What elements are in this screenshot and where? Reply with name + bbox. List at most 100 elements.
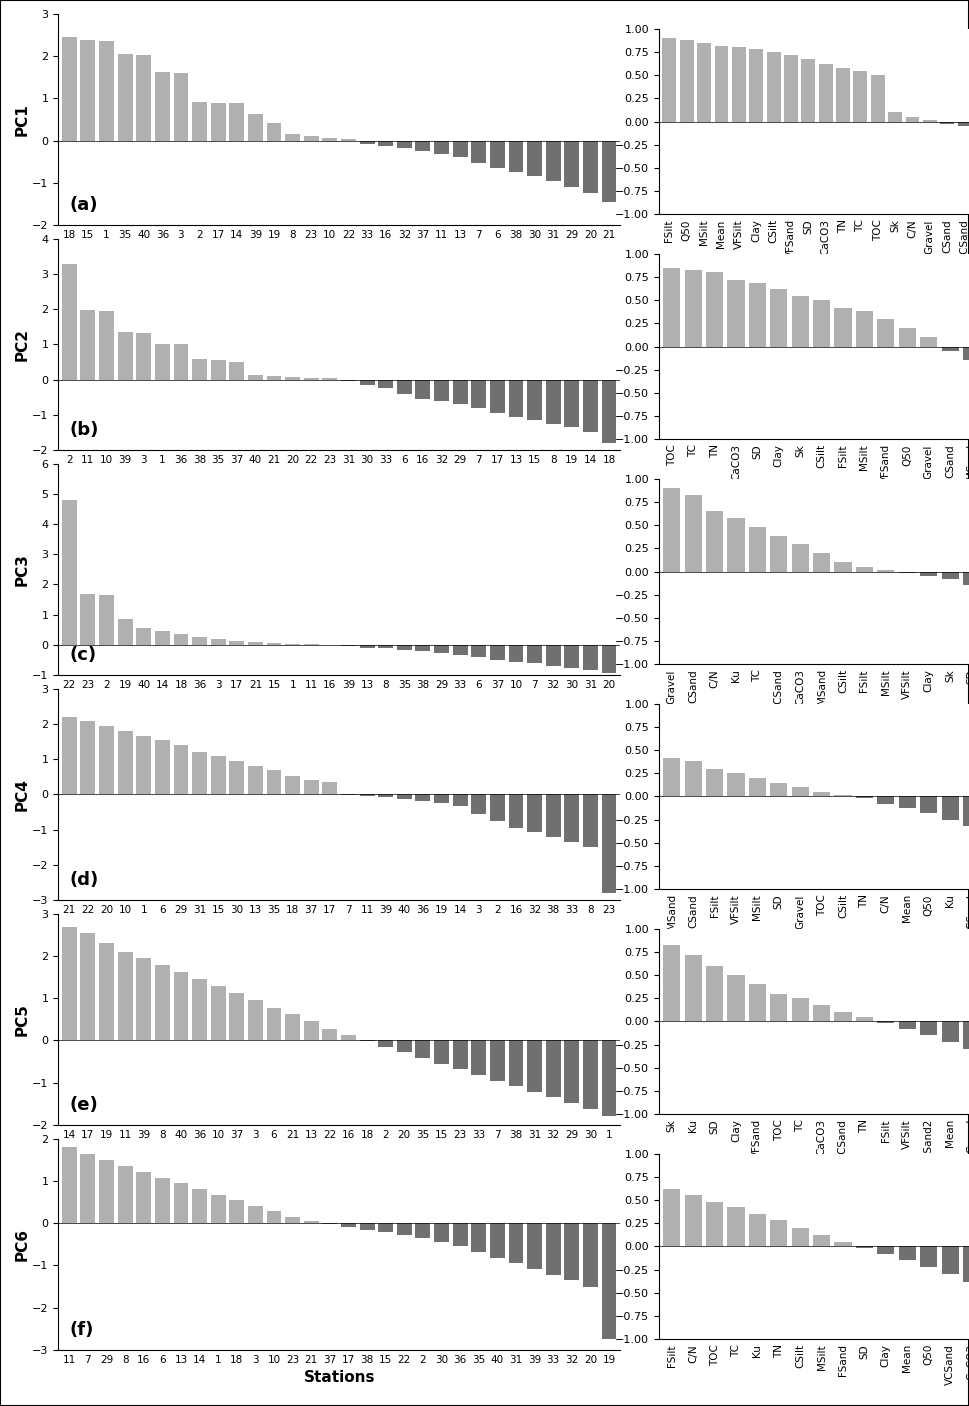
Bar xyxy=(230,761,244,794)
Bar xyxy=(230,363,244,380)
Bar xyxy=(922,120,937,122)
Bar xyxy=(583,1223,598,1288)
Bar xyxy=(155,740,170,794)
Bar xyxy=(546,645,561,666)
Bar xyxy=(856,567,873,571)
Bar xyxy=(942,796,958,820)
Bar xyxy=(749,49,764,122)
Bar xyxy=(266,122,281,141)
Bar xyxy=(416,380,430,399)
Bar xyxy=(813,553,830,571)
Y-axis label: PC4: PC4 xyxy=(15,778,29,811)
Bar xyxy=(192,360,207,380)
Bar xyxy=(490,645,505,661)
Bar xyxy=(230,993,244,1040)
Bar xyxy=(813,1005,830,1021)
Bar xyxy=(680,39,694,122)
Bar xyxy=(155,344,170,380)
Bar xyxy=(173,344,188,380)
Bar xyxy=(509,1223,523,1263)
Bar xyxy=(80,720,95,794)
Bar xyxy=(942,1246,958,1274)
Bar xyxy=(192,979,207,1040)
Bar xyxy=(192,101,207,141)
Bar xyxy=(137,628,151,645)
Bar xyxy=(728,976,744,1021)
Bar xyxy=(210,987,226,1040)
Bar xyxy=(62,37,77,141)
Bar xyxy=(117,619,133,645)
Bar xyxy=(99,311,114,380)
Bar xyxy=(527,1223,542,1268)
Bar xyxy=(546,1223,561,1275)
Bar xyxy=(266,1008,281,1040)
Bar xyxy=(813,792,830,796)
Bar xyxy=(898,796,916,807)
Bar xyxy=(304,136,319,141)
Bar xyxy=(453,141,468,157)
Bar xyxy=(117,952,133,1040)
Bar xyxy=(942,571,958,579)
Bar xyxy=(285,134,300,141)
Bar xyxy=(697,42,711,122)
Bar xyxy=(792,544,809,571)
Bar xyxy=(230,641,244,645)
Bar xyxy=(341,1223,356,1226)
Bar xyxy=(898,1021,916,1029)
Bar xyxy=(766,52,780,122)
Bar xyxy=(210,360,226,380)
Bar xyxy=(792,1227,809,1246)
Bar xyxy=(685,270,702,347)
Bar xyxy=(471,141,486,163)
Bar xyxy=(877,319,894,347)
Bar xyxy=(749,1213,766,1246)
Bar xyxy=(834,1241,852,1246)
Bar xyxy=(471,1040,486,1076)
Bar xyxy=(341,645,356,647)
Bar xyxy=(685,1195,702,1246)
Bar xyxy=(359,794,374,796)
Bar xyxy=(770,1220,788,1246)
Bar xyxy=(663,38,676,122)
Bar xyxy=(706,273,723,347)
Bar xyxy=(836,67,850,122)
Bar xyxy=(285,1014,300,1040)
Bar xyxy=(80,41,95,141)
Bar xyxy=(285,377,300,380)
Bar xyxy=(898,328,916,347)
Bar xyxy=(856,1246,873,1249)
Bar xyxy=(80,593,95,645)
Bar xyxy=(583,1040,598,1109)
Bar xyxy=(490,1040,505,1080)
Bar xyxy=(871,75,885,122)
Bar xyxy=(453,1040,468,1069)
Bar xyxy=(877,569,894,571)
Bar xyxy=(889,112,902,122)
Bar xyxy=(728,280,744,347)
Bar xyxy=(192,1188,207,1223)
Bar xyxy=(453,1223,468,1246)
Bar xyxy=(583,794,598,846)
Bar xyxy=(801,59,815,122)
Bar xyxy=(527,645,542,664)
Bar xyxy=(397,794,412,799)
Bar xyxy=(137,1171,151,1223)
Bar xyxy=(834,562,852,571)
Bar xyxy=(230,104,244,141)
Bar xyxy=(416,141,430,150)
Bar xyxy=(602,141,616,201)
Bar xyxy=(378,645,393,648)
Bar xyxy=(963,796,969,827)
Bar xyxy=(155,631,170,645)
Bar xyxy=(471,380,486,408)
Bar xyxy=(285,776,300,794)
Bar xyxy=(266,770,281,794)
Bar xyxy=(471,645,486,658)
Bar xyxy=(663,945,680,1021)
Bar xyxy=(602,1223,616,1339)
Bar xyxy=(834,308,852,347)
Bar xyxy=(416,1040,430,1059)
Text: (a): (a) xyxy=(70,197,98,214)
Bar xyxy=(602,380,616,443)
Bar xyxy=(397,1040,412,1052)
